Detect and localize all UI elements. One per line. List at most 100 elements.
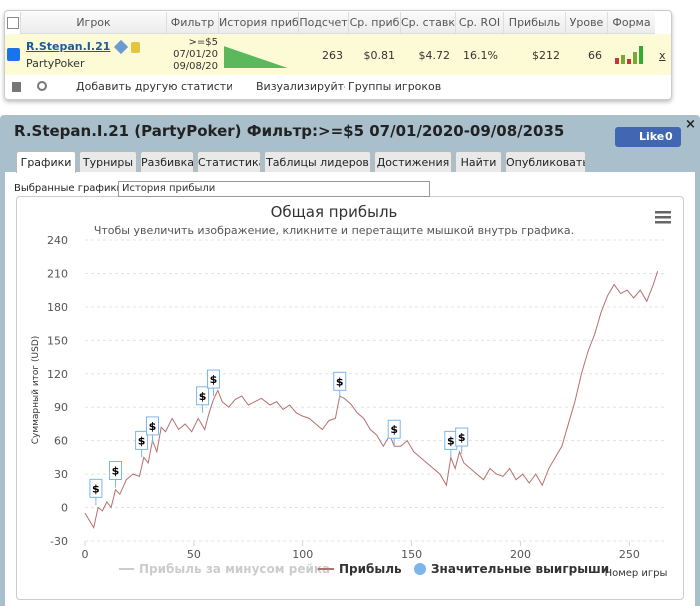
y-tick-label: 180 <box>47 301 68 314</box>
y-tick-label: 60 <box>54 435 68 448</box>
form-bar <box>639 46 643 64</box>
legend-wins-symbol <box>414 563 426 575</box>
column-header[interactable]: Ср. ставк <box>400 12 455 34</box>
legend-hidden-label: Прибыль за минусом рейка <box>139 562 330 576</box>
filter-text: 07/01/20 <box>173 49 218 60</box>
win-marker-label: $ <box>336 375 344 388</box>
win-marker-label: $ <box>112 464 120 477</box>
tab[interactable]: Турниры <box>79 151 137 172</box>
win-marker <box>145 416 159 436</box>
x-tick-label: 150 <box>401 548 422 561</box>
history-sparkline <box>224 44 294 68</box>
y-tick-label: 30 <box>54 468 68 481</box>
cell-roi: 16.1% <box>463 49 498 62</box>
y-tick-label: 240 <box>47 234 68 247</box>
win-marker <box>455 427 469 447</box>
y-tick-label: -30 <box>50 535 68 548</box>
cell-level: 66 <box>588 49 602 62</box>
award-icon[interactable] <box>131 42 140 53</box>
close-button[interactable]: × <box>685 117 696 132</box>
y-tick-label: 0 <box>61 502 68 515</box>
chart: Общая прибыль Чтобы увеличить изображение… <box>31 203 671 579</box>
tab[interactable]: Достижения <box>374 151 452 172</box>
y-tick-label: 120 <box>47 368 68 381</box>
x-tick-label: 0 <box>82 548 89 561</box>
cell-avg-profit: $0.81 <box>363 49 396 62</box>
refresh-icon[interactable] <box>37 81 47 91</box>
select-label: Выбранные графики: <box>14 183 119 194</box>
player-site: PartyPoker <box>26 57 85 70</box>
y-tick-label: 90 <box>54 401 68 414</box>
menu-icon <box>655 216 671 219</box>
legend-label: Прибыль <box>339 562 402 576</box>
add-stat-button[interactable]: Добавить другую статистику <box>76 80 232 93</box>
cell-count: 263 <box>322 49 343 62</box>
win-marker <box>387 419 401 439</box>
remove-link[interactable]: x <box>659 49 666 62</box>
x-tick-label: 100 <box>292 548 313 561</box>
tab[interactable]: Статистика <box>197 151 261 172</box>
tab[interactable]: Таблицы лидеров <box>264 151 371 172</box>
cell-profit: $212 <box>532 49 560 62</box>
x-tick-label: 50 <box>187 548 201 561</box>
column-header[interactable]: Игрок <box>20 12 166 34</box>
column-header[interactable]: Форма <box>607 12 655 34</box>
stats-box <box>4 10 672 100</box>
column-header[interactable]: Подсчет <box>298 12 348 34</box>
tab[interactable]: Опубликовать <box>505 151 586 172</box>
tab[interactable]: Разбивка <box>140 151 194 172</box>
chart-title: Общая прибыль <box>271 203 398 221</box>
win-marker-label: $ <box>390 423 398 436</box>
profit-line <box>84 271 659 529</box>
column-header[interactable]: Прибыль <box>503 12 565 34</box>
win-marker <box>333 371 347 391</box>
column-header[interactable]: Ср. ROI <box>455 12 503 34</box>
player-name[interactable]: R.Stepan.I.21 <box>26 40 111 53</box>
x-tick-label: 200 <box>510 548 531 561</box>
filter-text: 09/08/20 <box>173 61 218 72</box>
x-axis-label: Номер игры <box>605 568 668 579</box>
tab[interactable]: Найти <box>455 151 502 172</box>
player-row <box>5 34 671 75</box>
form-bar <box>633 52 637 64</box>
cell-avg-stake: $4.72 <box>418 49 451 62</box>
win-marker <box>196 386 210 406</box>
chart-subtitle: Чтобы увеличить изображение, кликните и … <box>94 224 574 237</box>
like-button[interactable]: Like <box>615 127 681 147</box>
y-tick-label: 210 <box>47 267 68 280</box>
x-tick-label: 250 <box>619 548 640 561</box>
filter-text: >=$5 <box>188 37 218 48</box>
column-header[interactable]: Ср. приб <box>348 12 400 34</box>
win-marker <box>108 460 122 480</box>
like-count: 0 <box>665 130 673 143</box>
tab-active[interactable]: Графики <box>16 151 76 173</box>
visualize-button[interactable]: Визуализируйте <box>256 80 345 93</box>
form-bar <box>615 58 619 64</box>
panel-title: R.Stepan.I.21 (PartyPoker) Фильтр:>=$5 0… <box>14 122 565 140</box>
row-checkbox[interactable] <box>7 48 20 61</box>
win-marker-label: $ <box>138 434 146 447</box>
trash-icon[interactable] <box>12 82 21 92</box>
win-marker-label: $ <box>210 373 218 386</box>
panel-content <box>5 172 695 606</box>
win-marker-label: $ <box>92 482 100 495</box>
header-checkbox[interactable] <box>7 17 19 29</box>
y-axis-label: Суммарный итог (USD) <box>31 336 41 445</box>
y-tick-label: 150 <box>47 334 68 347</box>
win-marker-label: $ <box>199 390 207 403</box>
menu-icon <box>655 221 671 224</box>
column-header[interactable]: Фильтр <box>166 12 218 34</box>
win-marker <box>135 430 149 450</box>
column-header[interactable]: Урове <box>565 12 607 34</box>
column-header[interactable]: История прибы <box>218 12 298 34</box>
win-marker <box>89 478 103 498</box>
legend-wins-label: Значительные выигрыши <box>431 562 609 576</box>
win-marker-label: $ <box>149 420 157 433</box>
groups-button[interactable]: Группы игроков <box>348 80 442 93</box>
win-marker-label: $ <box>458 431 466 444</box>
form-bar <box>621 55 625 64</box>
chart-select[interactable]: История прибыли <box>118 181 430 197</box>
form-bar <box>627 59 631 64</box>
win-marker <box>206 369 220 389</box>
